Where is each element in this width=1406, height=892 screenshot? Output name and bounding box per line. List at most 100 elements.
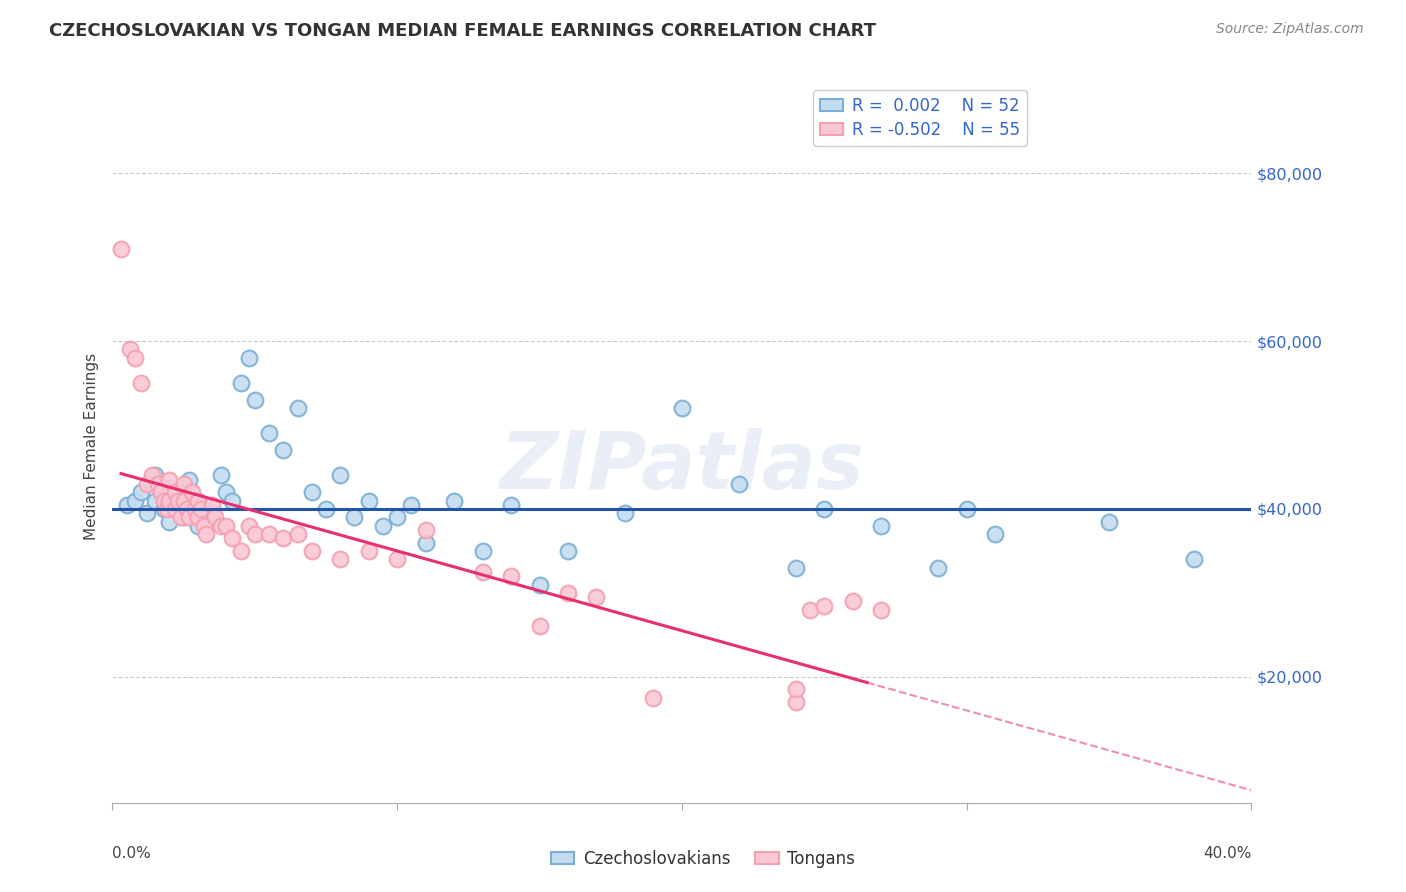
Point [529, 577, 551, 591]
Point [1184, 552, 1206, 566]
Point [129, 376, 152, 390]
Point [190, 502, 212, 516]
Point [329, 468, 352, 483]
Point [1098, 515, 1121, 529]
Point [287, 401, 309, 416]
Point [471, 565, 494, 579]
Point [371, 518, 394, 533]
Point [385, 552, 409, 566]
Point [501, 569, 523, 583]
Point [785, 695, 807, 709]
Point [193, 518, 215, 533]
Point [149, 485, 172, 500]
Point [165, 485, 187, 500]
Point [187, 518, 209, 533]
Point [155, 502, 177, 516]
Point [195, 527, 218, 541]
Point [671, 401, 693, 416]
Point [129, 485, 152, 500]
Legend: Czechoslovakians, Tongans: Czechoslovakians, Tongans [544, 844, 862, 875]
Point [501, 498, 523, 512]
Point [401, 498, 423, 512]
Point [557, 544, 579, 558]
Text: Source: ZipAtlas.com: Source: ZipAtlas.com [1216, 22, 1364, 37]
Point [870, 603, 893, 617]
Y-axis label: Median Female Earnings: Median Female Earnings [83, 352, 98, 540]
Point [785, 682, 807, 697]
Point [529, 619, 551, 633]
Point [221, 493, 243, 508]
Point [343, 510, 366, 524]
Point [927, 560, 949, 574]
Point [271, 532, 295, 546]
Point [181, 502, 204, 516]
Point [471, 544, 494, 558]
Point [243, 392, 266, 407]
Point [159, 481, 180, 495]
Point [557, 586, 579, 600]
Point [956, 502, 979, 516]
Point [813, 502, 835, 516]
Point [141, 468, 163, 483]
Point [799, 603, 821, 617]
Point [301, 485, 323, 500]
Point [181, 485, 204, 500]
Point [173, 476, 195, 491]
Point [110, 242, 132, 256]
Point [728, 476, 751, 491]
Point [165, 502, 187, 516]
Point [870, 518, 893, 533]
Text: 40.0%: 40.0% [1204, 846, 1251, 861]
Point [315, 502, 337, 516]
Point [585, 590, 607, 604]
Point [229, 544, 252, 558]
Point [179, 473, 201, 487]
Point [357, 544, 380, 558]
Point [257, 527, 280, 541]
Point [984, 527, 1007, 541]
Point [118, 343, 141, 357]
Point [257, 426, 280, 441]
Legend: R =  0.002    N = 52, R = -0.502    N = 55: R = 0.002 N = 52, R = -0.502 N = 55 [814, 90, 1026, 145]
Point [170, 510, 193, 524]
Point [115, 498, 138, 512]
Point [813, 599, 835, 613]
Point [165, 502, 187, 516]
Point [124, 351, 146, 365]
Point [159, 515, 180, 529]
Point [287, 527, 309, 541]
Point [201, 506, 224, 520]
Point [385, 510, 409, 524]
Point [785, 560, 807, 574]
Point [173, 493, 195, 508]
Point [204, 510, 226, 524]
Point [179, 510, 201, 524]
Point [152, 502, 174, 516]
Point [135, 506, 157, 520]
Point [357, 493, 380, 508]
Point [415, 523, 437, 537]
Point [643, 690, 665, 705]
Point [215, 485, 238, 500]
Point [229, 376, 252, 390]
Point [193, 498, 215, 512]
Text: CZECHOSLOVAKIAN VS TONGAN MEDIAN FEMALE EARNINGS CORRELATION CHART: CZECHOSLOVAKIAN VS TONGAN MEDIAN FEMALE … [49, 22, 876, 40]
Point [201, 498, 224, 512]
Point [167, 493, 190, 508]
Text: ZIPatlas: ZIPatlas [499, 428, 865, 507]
Point [173, 489, 195, 503]
Point [215, 518, 238, 533]
Point [143, 468, 166, 483]
Point [159, 493, 180, 508]
Text: 0.0%: 0.0% [112, 846, 152, 861]
Point [209, 518, 232, 533]
Point [301, 544, 323, 558]
Point [143, 493, 166, 508]
Point [243, 527, 266, 541]
Point [176, 502, 198, 516]
Point [443, 493, 465, 508]
Point [613, 506, 636, 520]
Point [329, 552, 352, 566]
Point [173, 510, 195, 524]
Point [187, 493, 209, 508]
